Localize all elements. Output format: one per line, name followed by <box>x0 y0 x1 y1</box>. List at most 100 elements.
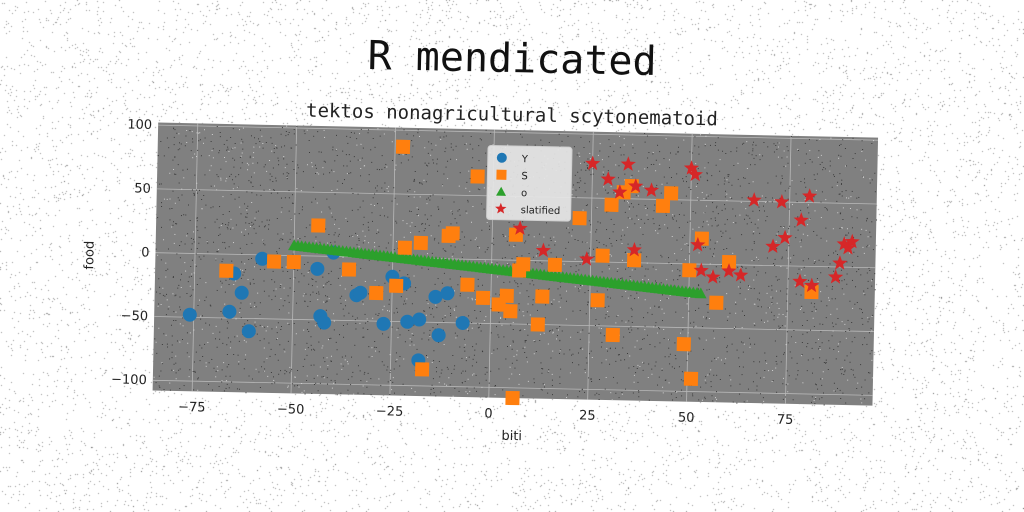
data-point-square <box>663 186 679 201</box>
data-point-square <box>470 169 485 184</box>
y-tick-label: 100 <box>127 117 152 133</box>
data-point-square <box>709 295 724 310</box>
data-point-square <box>547 257 563 273</box>
legend-marker <box>496 152 507 163</box>
legend-box <box>486 145 573 222</box>
data-point-star <box>628 178 644 193</box>
data-point-circle <box>182 307 197 322</box>
data-point-square <box>721 255 737 270</box>
data-point-square <box>590 293 605 308</box>
data-point-circle <box>440 286 455 301</box>
data-point-square <box>413 235 428 251</box>
data-point-square <box>516 257 531 272</box>
data-point-triangle <box>694 287 707 299</box>
x-tick-label: 75 <box>777 413 794 428</box>
x-tick-label: 25 <box>579 408 596 423</box>
data-point-star <box>620 156 636 171</box>
series-o <box>288 239 707 299</box>
data-point-square <box>530 317 545 332</box>
data-point-star <box>690 236 706 252</box>
data-point-square <box>676 337 691 352</box>
grid-line-x <box>191 123 199 392</box>
data-point-star <box>626 241 642 257</box>
x-tick-label: 0 <box>484 406 493 421</box>
data-point-star <box>721 263 737 278</box>
data-point-square <box>572 211 587 226</box>
data-point-star <box>600 171 616 186</box>
data-point-square <box>499 288 514 303</box>
legend-label: S <box>521 171 528 182</box>
grid-line-y <box>152 379 873 396</box>
data-point-square <box>505 390 520 406</box>
x-tick-label: −50 <box>277 402 305 418</box>
data-point-circle <box>310 261 325 276</box>
data-point-star <box>765 238 781 254</box>
data-point-square <box>475 290 491 305</box>
data-point-star <box>535 242 551 258</box>
data-point-star <box>733 267 749 282</box>
legend: YSo slatified <box>486 145 573 222</box>
tick-labels: −75 −50 −25 0 25 50 75 −100 −50 0 50 100 <box>111 117 794 428</box>
data-point-star <box>828 269 844 284</box>
data-point-circle <box>431 328 446 343</box>
data-point-square <box>682 263 697 278</box>
data-point-square <box>369 285 384 301</box>
data-point-square <box>605 327 620 343</box>
data-point-square <box>460 277 475 292</box>
grid-line-x <box>785 135 792 404</box>
data-point-circle <box>234 285 249 300</box>
data-point-circle <box>412 312 427 327</box>
data-point-star <box>832 255 848 270</box>
data-point-square <box>445 226 460 241</box>
data-point-circle <box>376 316 391 331</box>
data-point-circle <box>317 315 332 330</box>
data-point-circle <box>222 304 237 319</box>
y-tick-label: −100 <box>111 372 147 388</box>
legend-label: Y <box>521 154 529 165</box>
data-point-circle <box>455 315 470 330</box>
series-layer <box>182 139 860 406</box>
y-tick-label: 50 <box>134 181 151 196</box>
data-point-star <box>643 182 660 197</box>
data-point-star <box>774 193 790 209</box>
data-point-square <box>341 262 357 277</box>
data-point-circle <box>428 289 443 304</box>
data-point-square <box>655 198 671 214</box>
data-point-square <box>397 240 413 255</box>
y-axis-label: food <box>82 241 98 270</box>
data-point-circle <box>241 324 256 339</box>
legend-marker <box>496 169 507 180</box>
data-point-square <box>286 254 301 270</box>
series-S <box>219 139 819 406</box>
data-point-star <box>683 160 700 175</box>
data-point-star <box>612 184 628 199</box>
legend-marker <box>496 186 507 196</box>
data-point-circle <box>255 251 270 266</box>
data-point-square <box>389 278 404 293</box>
data-point-star <box>777 229 793 245</box>
data-point-star <box>792 273 808 289</box>
data-point-square <box>266 254 282 269</box>
data-point-star <box>804 277 820 293</box>
data-point-circle <box>353 285 368 300</box>
series-slatified <box>512 155 860 293</box>
data-point-square <box>503 304 518 319</box>
grid-line-x <box>587 131 594 400</box>
grid-line-y <box>154 316 875 332</box>
data-point-square <box>626 253 642 268</box>
data-point-star <box>746 192 762 207</box>
data-point-square <box>535 289 550 304</box>
x-tick-label: −25 <box>376 404 404 420</box>
data-point-star <box>512 220 528 235</box>
grid-line-y <box>158 124 879 141</box>
data-point-square <box>414 362 430 377</box>
data-point-star <box>579 251 595 266</box>
data-point-star <box>585 155 601 171</box>
data-point-star <box>693 262 709 278</box>
x-tick-label: −75 <box>178 400 206 416</box>
data-point-square <box>395 139 411 154</box>
data-point-square <box>311 218 326 233</box>
data-point-square <box>595 248 610 263</box>
